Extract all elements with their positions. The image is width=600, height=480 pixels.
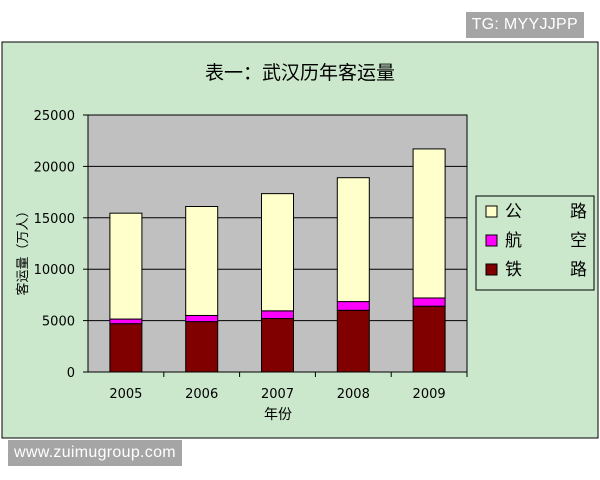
watermark-bottom: www.zuimugroup.com — [8, 440, 182, 466]
chart-title: 表一：武汉历年客运量 — [205, 62, 395, 84]
y-tick-label: 5000 — [42, 315, 75, 330]
bar-segment — [412, 305, 446, 373]
y-tick-labels: 0 5000 10000 15000 20000 25000 — [34, 109, 75, 381]
y-tick-label: 15000 — [34, 212, 75, 227]
x-tick-label: 2006 — [185, 387, 218, 402]
legend-label: 铁 — [505, 260, 522, 280]
y-tick-label: 25000 — [34, 109, 75, 124]
legend-swatch — [485, 234, 498, 247]
bar-segment — [185, 321, 219, 373]
legend-label-end: 路 — [570, 260, 587, 280]
bar-segment — [261, 318, 294, 373]
y-tick-label: 20000 — [34, 160, 75, 175]
bar-segment — [185, 314, 219, 323]
bar-segment — [109, 318, 143, 325]
bar-segment — [336, 301, 370, 311]
bar-segment — [261, 310, 294, 320]
bars — [109, 148, 446, 373]
bar-segment — [412, 148, 446, 299]
bar-segment — [412, 297, 446, 307]
x-tick-label: 2005 — [109, 387, 142, 402]
bar-segment — [336, 309, 370, 373]
x-tick-label: 2009 — [413, 387, 446, 402]
y-axis-label: 客运量（万人） — [15, 204, 31, 295]
bar-segment — [261, 193, 294, 312]
axes — [83, 114, 467, 373]
legend-label-end: 空 — [570, 231, 587, 251]
x-tick-label: 2008 — [337, 387, 370, 402]
bar-segment — [336, 177, 370, 303]
legend-label: 航 — [505, 231, 522, 251]
y-tick-label: 10000 — [34, 263, 75, 278]
legend-label: 公 — [505, 202, 522, 222]
x-tick-labels: 2005 2006 2007 2008 2009 — [109, 372, 468, 402]
watermark-top: TG: MYYJJPP — [465, 12, 584, 38]
x-tick-label: 2007 — [261, 387, 294, 402]
legend-swatch — [485, 205, 498, 218]
legend-swatch — [485, 263, 498, 276]
legend: 公路航 空铁路 — [475, 195, 595, 291]
bar-segment — [109, 323, 143, 373]
bar-segment — [185, 205, 219, 316]
legend-label-end: 路 — [570, 202, 587, 222]
bar-segment — [109, 212, 143, 320]
x-axis-label: 年份 — [264, 407, 292, 423]
y-tick-label: 0 — [67, 366, 75, 381]
